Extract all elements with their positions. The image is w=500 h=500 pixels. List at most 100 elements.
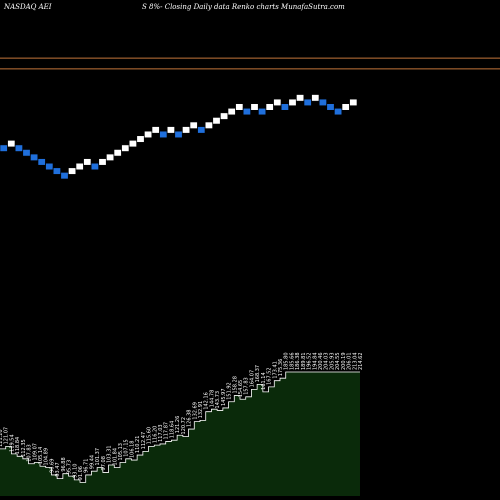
price-label: 107.15 — [124, 439, 130, 457]
price-label: 132.69 — [192, 402, 198, 420]
price-label: 117.87 — [164, 422, 170, 440]
price-label: 200.46 — [318, 353, 324, 371]
volume-outline — [0, 371, 360, 483]
renko-brick — [60, 172, 69, 180]
renko-brick — [204, 121, 213, 129]
price-label: 185.80 — [284, 353, 290, 371]
price-label: 154.65 — [238, 380, 244, 398]
price-label: 186.38 — [295, 353, 301, 371]
price-label: 106.18 — [129, 441, 135, 459]
chart-caption: S 8%- Closing Daily data Renko charts Mu… — [142, 3, 345, 11]
renko-brick — [182, 126, 191, 134]
price-label: 132.91 — [198, 401, 204, 419]
renko-brick — [37, 158, 46, 166]
price-label: 168.37 — [255, 365, 261, 383]
price-label: 95.73 — [67, 460, 73, 474]
price-label: 117.03 — [158, 424, 164, 442]
ticker-label: NASDAQ AEI — [4, 3, 52, 11]
renko-brick — [121, 144, 130, 152]
price-label: 121.07 — [4, 427, 10, 445]
renko-brick — [0, 144, 8, 152]
volume-area — [0, 372, 360, 496]
price-label: 109.07 — [32, 443, 38, 461]
price-label: 101.84 — [112, 448, 118, 466]
price-label: 97.08 — [101, 456, 107, 470]
renko-brick — [326, 103, 335, 111]
renko-brick — [242, 107, 251, 116]
price-label: 121.20 — [0, 429, 4, 447]
renko-brick — [22, 149, 31, 157]
renko-brick — [45, 162, 54, 171]
renko-brick — [334, 107, 343, 116]
renko-brick — [273, 98, 282, 107]
price-label: 99.44 — [89, 455, 95, 469]
price-label: 96.69 — [49, 459, 55, 473]
price-label: 167.52 — [267, 367, 273, 385]
price-label: 105.13 — [118, 443, 124, 461]
price-label: 126.38 — [187, 410, 193, 428]
price-label: 101.37 — [95, 448, 101, 466]
price-label: 93.47 — [55, 462, 61, 476]
price-label: 112.47 — [141, 432, 147, 450]
price-label: 173.41 — [272, 361, 278, 379]
renko-brick — [151, 126, 160, 134]
renko-brick — [296, 94, 305, 102]
price-label: 96.71 — [84, 459, 90, 473]
price-label: 164.07 — [249, 370, 255, 388]
renko-brick — [341, 103, 350, 111]
price-label: 206.01 — [347, 353, 353, 371]
price-label: 118.84 — [15, 437, 21, 455]
chart-header: NASDAQ AEI S 8%- Closing Daily data Renk… — [0, 0, 500, 14]
renko-brick — [68, 167, 77, 175]
price-label: 112.35 — [21, 439, 27, 457]
renko-brick — [106, 153, 115, 161]
renko-brick — [52, 167, 61, 175]
price-label: 116.20 — [152, 426, 158, 444]
price-label: 157.83 — [244, 377, 250, 395]
renko-brick — [265, 103, 274, 111]
renko-brick — [258, 107, 267, 116]
price-label: 158.28 — [232, 376, 238, 394]
renko-brick — [128, 140, 137, 148]
price-label: 205.93 — [329, 353, 335, 371]
renko-brick — [136, 135, 145, 143]
price-label: 185.66 — [289, 353, 295, 371]
renko-brick — [166, 126, 175, 134]
price-label: 105.14 — [38, 447, 44, 465]
renko-brick — [75, 162, 84, 171]
renko-brick — [7, 140, 16, 148]
price-label: 204.55 — [335, 353, 341, 371]
price-label: 175.36 — [278, 359, 284, 377]
price-label: 214.62 — [358, 353, 364, 371]
price-label: 103.31 — [107, 446, 113, 464]
price-label: 104.89 — [44, 448, 50, 466]
price-label: 91.06 — [78, 466, 84, 480]
price-label: 96.88 — [61, 457, 67, 471]
price-label: 194.84 — [312, 353, 318, 371]
renko-brick — [288, 98, 297, 107]
price-label: 196.52 — [307, 353, 313, 371]
renko-brick — [174, 130, 183, 139]
renko-brick — [349, 98, 358, 107]
renko-brick — [318, 98, 327, 107]
renko-brick — [227, 107, 236, 116]
price-label: 93.10 — [72, 464, 78, 478]
renko-brick — [113, 149, 122, 157]
price-label: 110.21 — [135, 436, 141, 454]
renko-brick — [220, 112, 229, 120]
renko-brick — [30, 153, 39, 161]
price-label: 144.78 — [209, 390, 215, 408]
renko-brick — [83, 158, 92, 166]
price-label: 107.83 — [27, 444, 33, 462]
price-label: 161.14 — [261, 372, 267, 390]
price-label: 213.04 — [352, 353, 358, 371]
price-label: 151.92 — [227, 382, 233, 400]
price-label: 121.26 — [175, 416, 181, 434]
renko-brick — [235, 103, 244, 111]
renko-brick — [98, 158, 107, 166]
price-label: 142.16 — [204, 392, 210, 410]
price-label: 115.60 — [147, 427, 153, 445]
renko-brick — [250, 103, 259, 111]
renko-brick — [144, 130, 153, 139]
